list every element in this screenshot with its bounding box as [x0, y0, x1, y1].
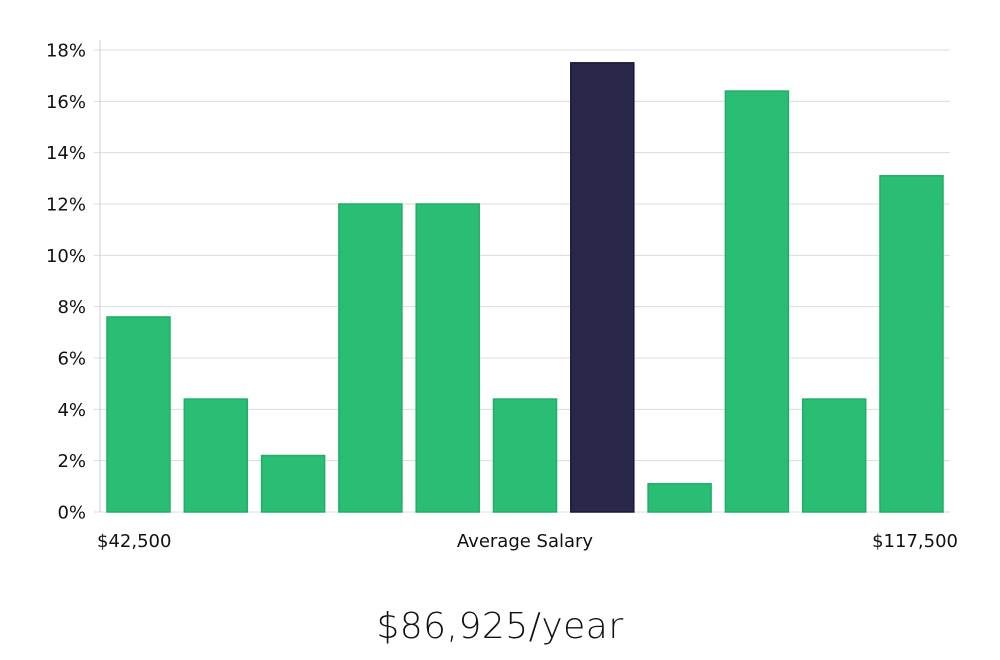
y-tick-label: 2% [57, 451, 86, 472]
x-axis-title: Average Salary [457, 531, 594, 552]
y-tick-label: 4% [57, 400, 86, 421]
bar [492, 398, 558, 513]
y-axis-ticks: 0% 2% 4% 6% 8% 10% 12% 14% 16% 18% [46, 41, 86, 524]
y-tick-label: 16% [46, 92, 86, 113]
y-tick-label: 8% [57, 297, 86, 318]
x-min-label: $42,500 [97, 531, 171, 552]
bar [801, 398, 867, 513]
y-tick-label: 6% [57, 349, 86, 370]
bar [338, 203, 403, 513]
x-max-label: $117,500 [872, 531, 958, 552]
bar [724, 90, 790, 513]
y-tick-label: 12% [46, 195, 86, 216]
bars [106, 62, 944, 513]
y-tick-label: 18% [46, 41, 86, 62]
bar [415, 203, 480, 513]
bar [879, 175, 944, 513]
bar [106, 316, 171, 513]
y-tick-label: 10% [46, 246, 86, 267]
average-salary-value: $86,925/year [376, 606, 624, 647]
bar-highlight [570, 62, 635, 513]
y-tick-label: 14% [46, 143, 86, 164]
salary-histogram: 0% 2% 4% 6% 8% 10% 12% 14% 16% 18% $42,500 Averag… [46, 40, 958, 552]
y-tick-label: 0% [57, 503, 86, 524]
bar [260, 454, 326, 513]
bar [647, 483, 712, 513]
bar [183, 398, 249, 513]
